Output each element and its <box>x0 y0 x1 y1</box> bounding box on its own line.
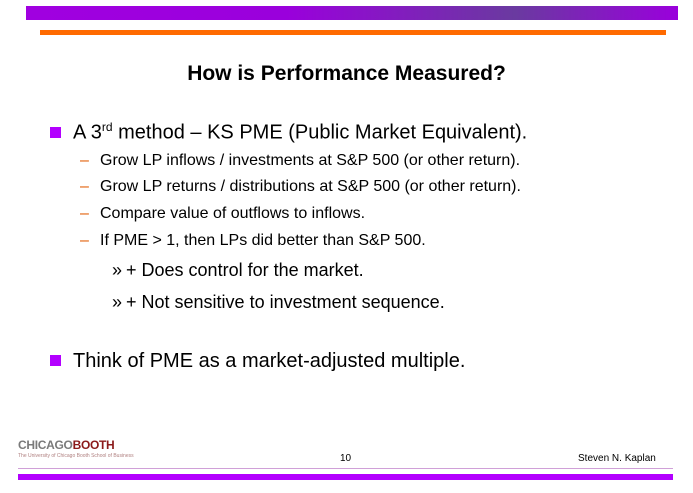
footer-divider <box>18 468 673 469</box>
logo-part-booth: BOOTH <box>72 438 115 452</box>
raquo-marker: » <box>112 260 123 280</box>
sub-item-3: – Compare value of outflows to inflows. <box>80 205 365 223</box>
author-name: Steven N. Kaplan <box>578 453 656 464</box>
sub-item-4: – If PME > 1, then LPs did better than S&… <box>80 232 426 250</box>
slide-title: How is Performance Measured? <box>187 62 506 85</box>
bullet-1-text-part2: method – KS PME (Public Market Equivalen… <box>112 121 528 144</box>
sub-item-1: – Grow LP inflows / investments at S&P 50… <box>80 152 520 170</box>
sub-item-2: – Grow LP returns / distributions at S&P … <box>80 178 521 196</box>
dash-marker: – <box>80 205 89 222</box>
subsub-item-1-text: + Does control for the market. <box>126 260 364 280</box>
subsub-item-2: » + Not sensitive to investment sequence. <box>112 292 445 313</box>
bullet-1-text-part1: A 3 <box>73 121 102 144</box>
dash-marker: – <box>80 232 89 249</box>
subsub-item-1: » + Does control for the market. <box>112 260 364 281</box>
bullet-square-icon <box>50 126 61 138</box>
top-decorative-bar <box>26 6 678 20</box>
bullet-square-icon <box>50 355 61 366</box>
raquo-marker: » <box>112 292 123 312</box>
logo-wordmark: CHICAGOBOOTH <box>18 438 128 452</box>
subsub-item-2-text: + Not sensitive to investment sequence. <box>126 292 445 312</box>
dash-marker: – <box>80 178 89 195</box>
chicago-booth-logo: CHICAGOBOOTH The University of Chicago B… <box>18 438 134 468</box>
logo-subtitle: The University of Chicago Booth School o… <box>18 453 134 459</box>
bullet-item-1: A 3rd method – KS PME (Public Market Equ… <box>50 120 527 145</box>
sub-item-3-text: Compare value of outflows to inflows. <box>100 205 366 222</box>
sub-item-4-text: If PME > 1, then LPs did better than S&P… <box>100 232 426 249</box>
sub-item-1-text: Grow LP inflows / investments at S&P 500… <box>100 152 521 169</box>
sub-item-2-text: Grow LP returns / distributions at S&P 5… <box>100 178 521 195</box>
orange-accent-bar <box>40 30 666 35</box>
logo-part-chicago: CHICAGO <box>18 438 73 452</box>
bottom-decorative-bar <box>18 474 673 480</box>
dash-marker: – <box>80 152 89 169</box>
bullet-1-superscript: rd <box>101 120 113 134</box>
bullet-item-2: Think of PME as a market-adjusted multip… <box>50 350 465 373</box>
bullet-2-text: Think of PME as a market-adjusted multip… <box>73 350 466 372</box>
page-number: 10 <box>340 453 352 464</box>
